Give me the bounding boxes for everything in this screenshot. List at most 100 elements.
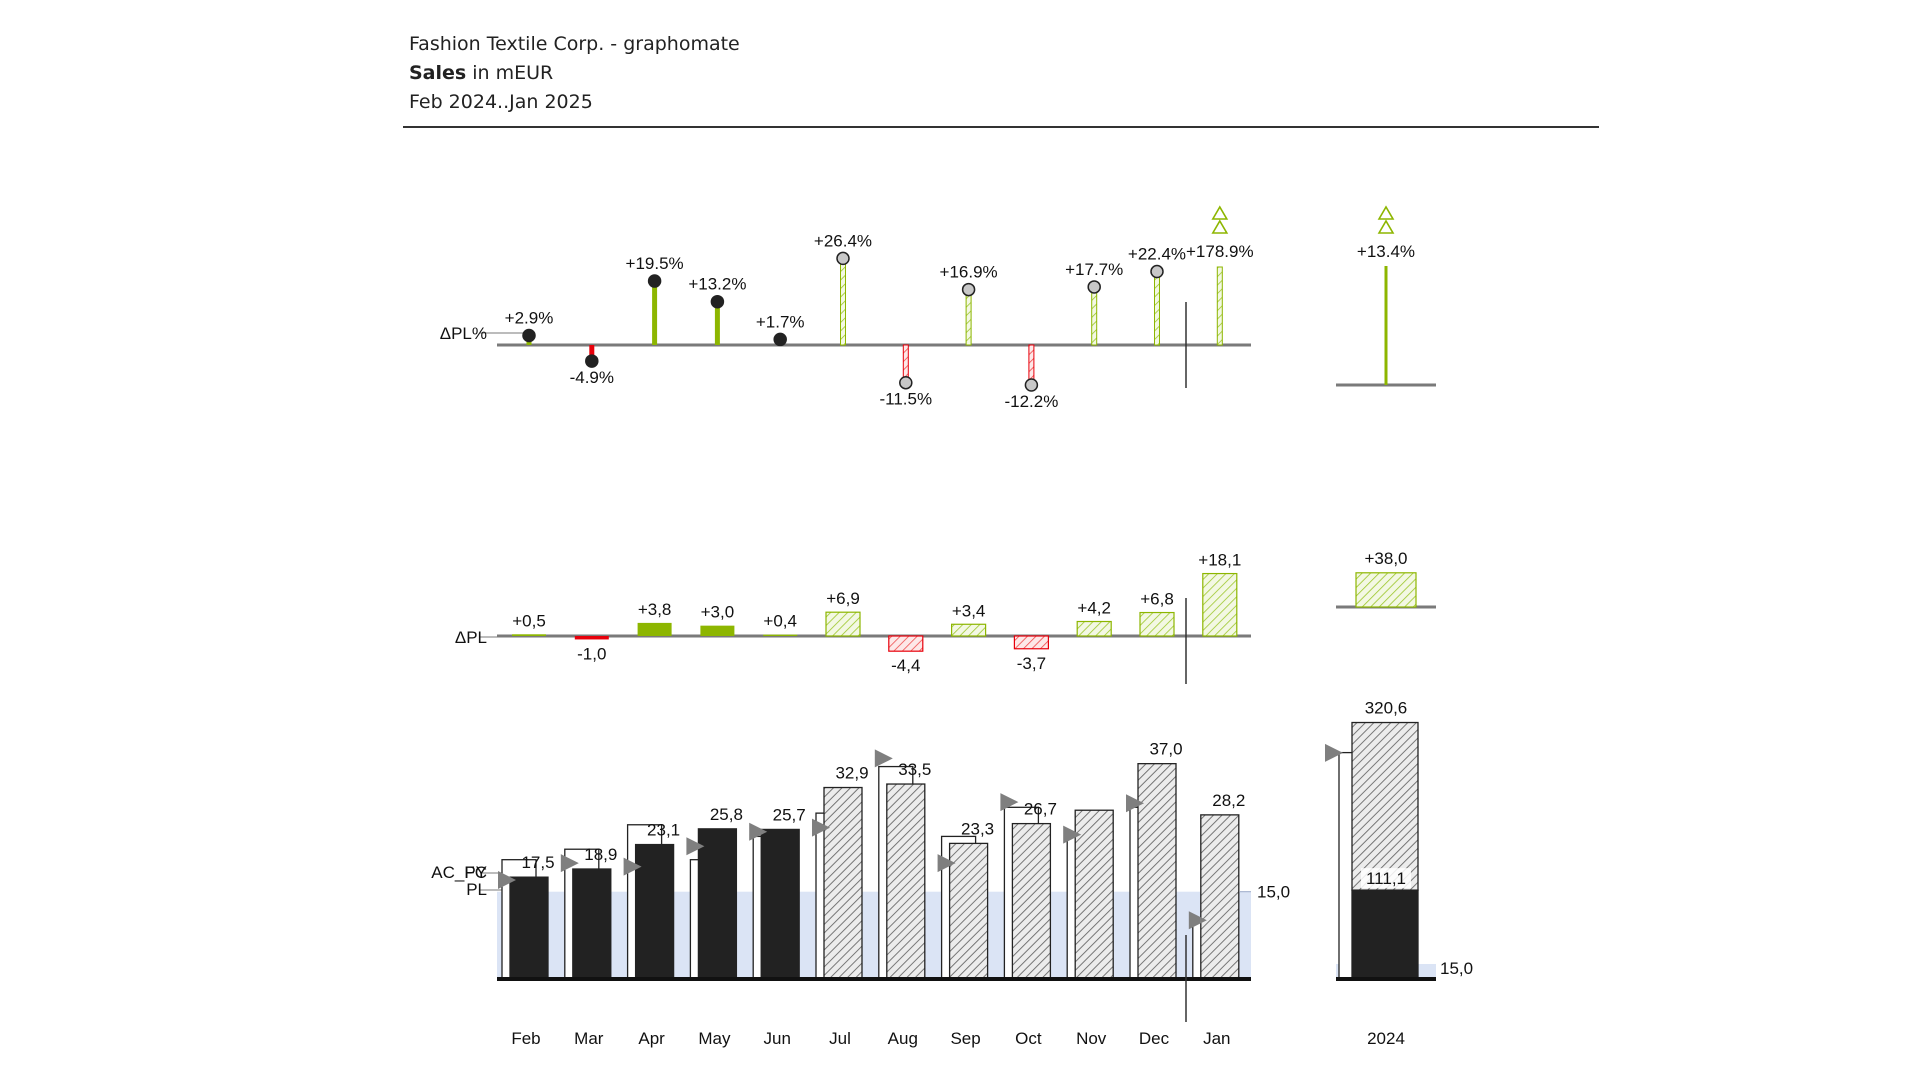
- fc-column-jul: [823, 786, 863, 980]
- delta-pct-pin-jan: [1216, 266, 1223, 346]
- fc-column-dec: [1137, 763, 1177, 980]
- py-row-label: PY: [464, 863, 487, 882]
- delta-pct-label-dec: +22.4%: [1128, 245, 1186, 264]
- ac-fc-row-label: AC_FC: [431, 863, 487, 882]
- delta-abs-bar-dec: [1139, 611, 1175, 637]
- delta-abs-bar-jan: [1202, 572, 1238, 637]
- category-label-feb: Feb: [511, 1029, 540, 1048]
- total-ac-value-label: 111,1: [1366, 869, 1406, 888]
- value-label-aug: 33,5: [898, 760, 931, 779]
- pl-marker-aug: [874, 749, 893, 768]
- delta-abs-label-oct: -3,7: [1017, 654, 1046, 673]
- header-divider: [403, 126, 1599, 128]
- reference-band-label: 15,0: [1257, 883, 1290, 902]
- delta-pct-pin-may: [714, 301, 720, 345]
- reference-band: [497, 891, 1251, 979]
- measure-title: Sales in mEUR: [409, 59, 740, 88]
- delta-pct-dot-aug: [899, 375, 913, 390]
- delta-pct-dot-mar: [585, 354, 599, 368]
- total-delta-pct-overflow-arrow: [1377, 205, 1395, 220]
- value-label-jun: 25,7: [773, 805, 806, 824]
- delta-abs-bar-nov: [1076, 620, 1112, 637]
- category-label-jun: Jun: [763, 1029, 790, 1048]
- delta-abs-bar-aug: [888, 635, 924, 652]
- pl-marker-nov: [1063, 825, 1082, 844]
- pl-marker-dec: [1126, 794, 1144, 813]
- delta-abs-bar-jun: [763, 634, 798, 636]
- ac-column-jun: [760, 828, 800, 980]
- delta-pct-label-jun: +1.7%: [756, 312, 805, 331]
- delta-pct-dot-oct: [1024, 378, 1039, 392]
- delta-pct-dot-nov: [1087, 280, 1101, 294]
- delta-abs-bar-jul: [825, 611, 861, 637]
- pl-marker-mar: [560, 854, 579, 873]
- fc-column-jan: [1200, 814, 1240, 980]
- delta-abs-label-nov: +4,2: [1077, 599, 1111, 618]
- delta-pct-pin-jul: [840, 257, 846, 346]
- delta-abs-label-jun: +0,4: [763, 612, 797, 631]
- total-delta-abs-label: +38,0: [1364, 549, 1407, 568]
- category-label-aug: Aug: [888, 1029, 918, 1048]
- delta-abs-label-jan: +18,1: [1198, 551, 1241, 570]
- delta-abs-label-aug: -4,4: [891, 656, 920, 675]
- value-label-oct: 26,7: [1024, 800, 1057, 819]
- delta-pct-dot-jul: [836, 251, 850, 266]
- delta-pct-pin-dec: [1154, 271, 1160, 346]
- value-label-jan: 28,2: [1212, 791, 1245, 810]
- delta-pct-dot-may: [710, 294, 725, 309]
- ac-column-apr: [634, 843, 675, 980]
- pl-marker-jun: [749, 822, 768, 841]
- delta-pct-pin-apr: [652, 281, 658, 345]
- period-title: Feb 2024..Jan 2025: [409, 91, 593, 113]
- total-category-label: 2024: [1367, 1029, 1405, 1048]
- delta-pct-pin-sep: [965, 289, 972, 346]
- pl-marker-may: [686, 837, 705, 856]
- delta-abs-label-dec: +6,8: [1140, 590, 1174, 609]
- delta-pct-label-sep: +16.9%: [940, 263, 998, 282]
- value-label-mar: 18,9: [584, 845, 617, 864]
- pl-row-label: PL: [466, 880, 487, 899]
- delta-abs-label-sep: +3,4: [952, 601, 986, 620]
- total-ac-label-bg: [1361, 868, 1411, 889]
- total-fc-column: [1351, 721, 1419, 891]
- delta-pct-dot-sep: [961, 282, 976, 297]
- delta-pct-dot-apr: [647, 274, 662, 288]
- total-delta-abs-bar: [1355, 572, 1417, 608]
- category-label-oct: Oct: [1015, 1029, 1042, 1048]
- measure-name: Sales: [409, 62, 467, 84]
- delta-abs-bar-apr: [637, 622, 672, 636]
- category-label-apr: Apr: [638, 1029, 665, 1048]
- delta-pct-label-aug: -11.5%: [879, 390, 932, 409]
- delta-abs-label-feb: +0,5: [512, 611, 546, 630]
- category-label-jul: Jul: [829, 1029, 851, 1048]
- ac-column-mar: [572, 868, 612, 980]
- delta-pct-overflow-arrow-jan: [1211, 219, 1229, 234]
- category-label-jan: Jan: [1203, 1029, 1230, 1048]
- value-label-feb: 17,5: [521, 853, 554, 872]
- pl-marker-apr: [623, 857, 642, 876]
- value-label-may: 25,8: [710, 805, 743, 824]
- value-label-jul: 32,9: [835, 764, 868, 783]
- value-label-sep: 23,3: [961, 819, 994, 838]
- ac-column-may: [697, 828, 738, 980]
- report-header: Fashion Textile Corp. - graphomate Sales…: [409, 30, 740, 117]
- category-label-sep: Sep: [950, 1029, 980, 1048]
- delta-pct-pin-nov: [1091, 286, 1098, 346]
- fc-column-sep: [948, 842, 989, 980]
- company-title: Fashion Textile Corp. - graphomate: [409, 33, 740, 55]
- fc-column-nov: [1074, 809, 1114, 980]
- delta-abs-row-label: ΔPL: [455, 628, 487, 647]
- value-label-dec: 37,0: [1149, 740, 1182, 759]
- delta-abs-bar-oct: [1013, 635, 1050, 650]
- pl-marker-jul: [812, 818, 830, 837]
- delta-abs-label-mar: -1,0: [577, 644, 606, 663]
- ac-column-feb: [509, 876, 549, 980]
- delta-abs-bar-may: [700, 625, 735, 636]
- pl-marker-sep: [937, 854, 956, 873]
- delta-abs-bar-feb: [512, 634, 546, 636]
- delta-pl-percent-chart: ΔPL% +2.9% -4.9% +19.5%+13.2% +1.7% +26.4% -11…: [440, 205, 1254, 411]
- delta-pct-label-feb: +2.9%: [505, 308, 554, 327]
- total-pl-marker: [1325, 743, 1343, 762]
